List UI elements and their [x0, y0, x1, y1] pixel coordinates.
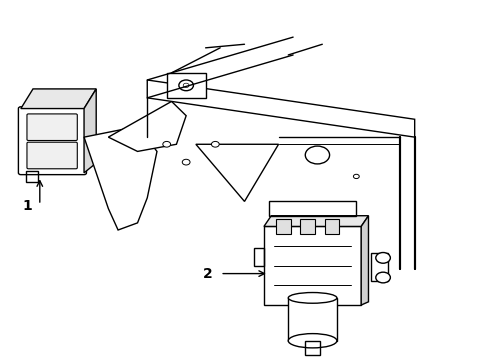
Circle shape — [182, 159, 190, 165]
Text: 2: 2 — [203, 267, 212, 280]
Bar — [26, 171, 38, 182]
Text: 1: 1 — [23, 199, 33, 213]
Bar — [300, 219, 314, 234]
Circle shape — [353, 174, 359, 179]
Polygon shape — [166, 73, 205, 98]
Circle shape — [179, 80, 193, 91]
Polygon shape — [361, 216, 368, 305]
Polygon shape — [84, 126, 157, 230]
Bar — [370, 253, 387, 282]
Bar — [254, 248, 264, 266]
Bar — [268, 202, 356, 216]
Polygon shape — [147, 80, 414, 137]
Polygon shape — [264, 216, 368, 226]
FancyBboxPatch shape — [19, 107, 86, 175]
Circle shape — [305, 146, 329, 164]
Ellipse shape — [287, 334, 336, 348]
Circle shape — [375, 272, 389, 283]
Bar — [305, 341, 319, 355]
Polygon shape — [21, 89, 96, 109]
Polygon shape — [196, 144, 278, 202]
FancyBboxPatch shape — [27, 142, 77, 169]
Circle shape — [211, 141, 219, 147]
Bar — [264, 226, 361, 305]
FancyBboxPatch shape — [27, 114, 77, 140]
Ellipse shape — [287, 293, 336, 303]
Circle shape — [375, 252, 389, 263]
Polygon shape — [108, 102, 186, 152]
Circle shape — [183, 83, 189, 87]
Circle shape — [163, 141, 170, 147]
Bar — [324, 219, 339, 234]
Polygon shape — [84, 89, 96, 173]
Bar — [287, 298, 336, 341]
Bar — [276, 219, 290, 234]
